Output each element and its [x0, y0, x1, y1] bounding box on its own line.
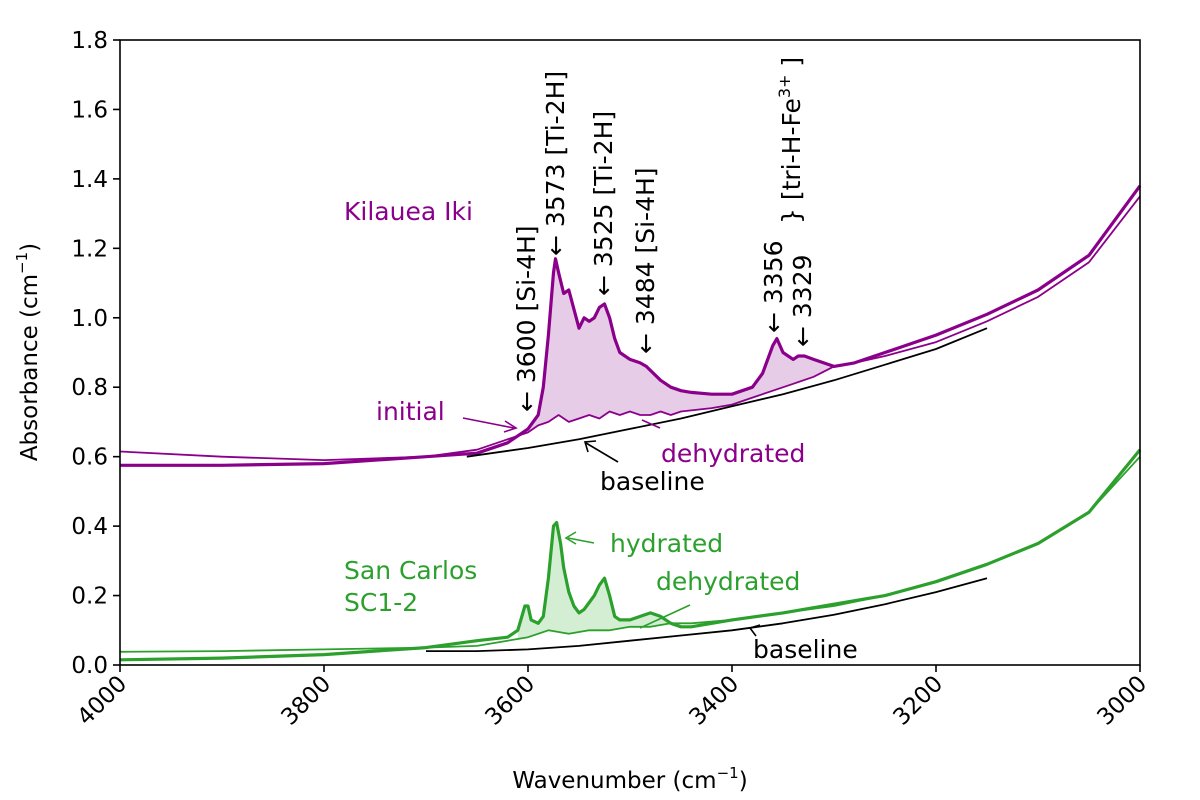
initial-arrow-head [503, 420, 518, 433]
peak-label-3484: ← 3484 [Si-4H] [631, 167, 660, 354]
x-tick-label: 3000 [1092, 671, 1152, 731]
kilauea-group-label: Kilauea Iki [344, 197, 473, 226]
y-tick-label: 0.8 [71, 375, 108, 401]
x-tick-label: 3600 [480, 671, 540, 731]
annotation-arrows [462, 417, 761, 637]
peak-label-3356: ← 3356 [759, 240, 788, 333]
y-axis-ticks: 0.0 0.2 0.4 0.6 0.8 1.0 1.2 1.4 1.6 1.8 [71, 28, 120, 679]
y-tick-label: 1.6 [71, 97, 108, 123]
sc-hydrated-arrow-line [567, 537, 595, 544]
kilauea-initial-label: initial [376, 397, 445, 426]
initial-arrow-line [462, 417, 515, 429]
sancarlos-baseline-label: baseline [753, 635, 858, 664]
series-line-ki-initial [120, 184, 1142, 467]
sancarlos-group-label-line1: San Carlos [344, 556, 477, 585]
ki-baseline-arrow-head [583, 440, 597, 453]
kilauea-baseline-label: baseline [600, 467, 705, 496]
peak-label-3573: ← 3573 [Ti-2H] [541, 71, 570, 256]
plot-frame [119, 39, 1141, 666]
series-line-ki-dehydrated [119, 195, 1141, 462]
ki-dehydrated-arrow-line [641, 419, 661, 429]
y-tick-label: 1.0 [71, 306, 108, 332]
peak-label-3600: ← 3600 [Si-4H] [512, 225, 541, 412]
series-lines [119, 184, 1142, 662]
y-tick-label: 0.2 [71, 584, 108, 610]
x-axis-title: Wavenumber (cm−1) [512, 764, 747, 794]
x-tick-label: 3400 [684, 671, 744, 731]
sc-hydrated-arrow-head [564, 531, 577, 545]
peak-label-fe-assignment: } [tri-H-Fe3+ ] [775, 57, 806, 224]
sancarlos-group-label-line2: SC1-2 [344, 588, 418, 617]
series-line-ki-baseline [466, 327, 988, 458]
series-line-sc-dehydrated [119, 456, 1141, 653]
y-tick-label: 0.0 [71, 653, 108, 679]
sancarlos-hydrated-label: hydrated [610, 529, 723, 558]
x-axis-ticks: 4000 3800 3600 3400 3200 3000 [72, 665, 1152, 731]
peak-label-3329: ← 3329 [788, 254, 817, 347]
y-tick-label: 1.2 [71, 236, 108, 262]
x-tick-label: 3200 [888, 671, 948, 731]
x-tick-label: 4000 [72, 671, 132, 731]
sc-baseline-arrow-head [748, 624, 761, 637]
series-line-sc-baseline [426, 577, 988, 652]
kilauea-dehydrated-label: dehydrated [661, 439, 805, 468]
sancarlos-dehydrated-label: dehydrated [656, 567, 800, 596]
y-tick-label: 0.6 [71, 445, 108, 471]
x-tick-label: 3800 [276, 671, 336, 731]
sc-dehydrated-arrow-line [639, 604, 691, 629]
y-tick-label: 1.4 [71, 167, 108, 193]
y-axis-title: Absorbance (cm−1) [13, 243, 43, 461]
y-tick-label: 0.4 [71, 514, 108, 540]
peak-label-3525: ← 3525 [Ti-2H] [589, 111, 618, 296]
y-tick-label: 1.8 [71, 28, 108, 54]
ki-baseline-arrow-line [585, 442, 619, 463]
kilauea-peak-fill [528, 263, 834, 433]
